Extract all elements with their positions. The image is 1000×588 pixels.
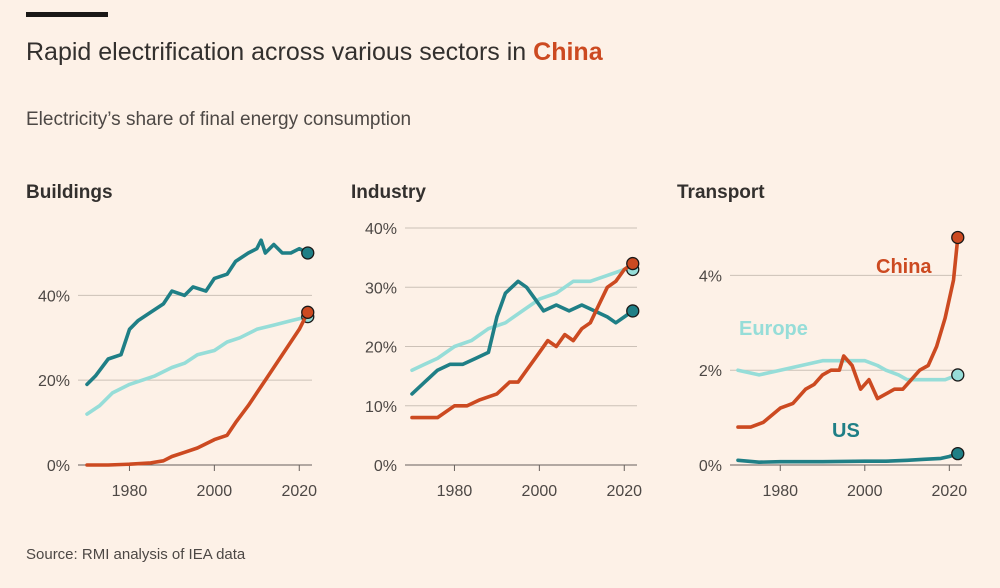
series-line-china xyxy=(85,310,310,467)
panel-title-buildings: Buildings xyxy=(26,182,113,203)
series-line-us xyxy=(85,238,310,387)
endpoint-us xyxy=(951,446,965,461)
endpoint-us xyxy=(626,304,640,318)
y-tick-label: 30% xyxy=(365,280,397,297)
endpoint-us xyxy=(301,246,315,260)
chart-subtitle: Electricity’s share of final energy cons… xyxy=(26,109,412,130)
source-note: Source: RMI analysis of IEA data xyxy=(26,546,246,563)
panel-title-industry: Industry xyxy=(351,182,426,203)
y-tick-label: 4% xyxy=(699,268,722,285)
panel-buildings: Buildings 0% 20% 40% 1980 2000 2020 xyxy=(26,182,317,500)
endpoint-europe xyxy=(951,368,965,382)
x-tick-label: 1980 xyxy=(762,483,798,500)
y-tick-label: 20% xyxy=(365,340,397,357)
x-tick-label: 2020 xyxy=(606,483,642,500)
y-tick-label: 0% xyxy=(699,458,722,475)
panel-transport: Transport 0% 2% 4% 1980 2000 2020 China Europe US xyxy=(677,182,967,500)
chart-title: Rapid electrification across various sec… xyxy=(26,38,603,67)
x-tick-label: 2000 xyxy=(197,483,233,500)
panel-title-transport: Transport xyxy=(677,182,765,203)
x-tick-label: 2020 xyxy=(281,483,317,500)
y-tick-label: 2% xyxy=(699,363,722,380)
series-label-us: US xyxy=(832,420,860,442)
title-prefix: Rapid electrification across various sec… xyxy=(26,38,534,66)
top-accent-bar xyxy=(26,12,108,17)
series-line-europe xyxy=(85,314,310,416)
series-line-europe xyxy=(736,358,960,382)
endpoint-china xyxy=(951,230,965,245)
y-tick-label: 40% xyxy=(365,221,397,238)
x-tick-label: 1980 xyxy=(437,483,473,500)
title-highlight-china: China xyxy=(533,38,603,66)
endpoint-china xyxy=(301,305,315,319)
y-tick-label: 20% xyxy=(38,373,70,390)
series-line-us xyxy=(736,451,960,464)
y-tick-label: 40% xyxy=(38,288,70,305)
x-tick-label: 1980 xyxy=(112,483,148,500)
series-line-china xyxy=(410,261,635,420)
series-label-china: China xyxy=(876,256,932,278)
x-tick-label: 2000 xyxy=(847,483,883,500)
y-tick-label: 10% xyxy=(365,399,397,416)
series-line-china xyxy=(736,235,960,429)
y-tick-label: 0% xyxy=(374,458,397,475)
x-tick-label: 2020 xyxy=(932,483,968,500)
series-label-europe: Europe xyxy=(739,318,808,340)
panel-industry: Industry 0% 10% 20% 30% 40% 1980 2000 2020 xyxy=(351,182,642,500)
endpoint-china xyxy=(626,256,640,271)
series-line-europe xyxy=(410,267,635,372)
y-tick-label: 0% xyxy=(47,458,70,475)
x-tick-label: 2000 xyxy=(522,483,558,500)
series-line-us xyxy=(410,279,635,396)
